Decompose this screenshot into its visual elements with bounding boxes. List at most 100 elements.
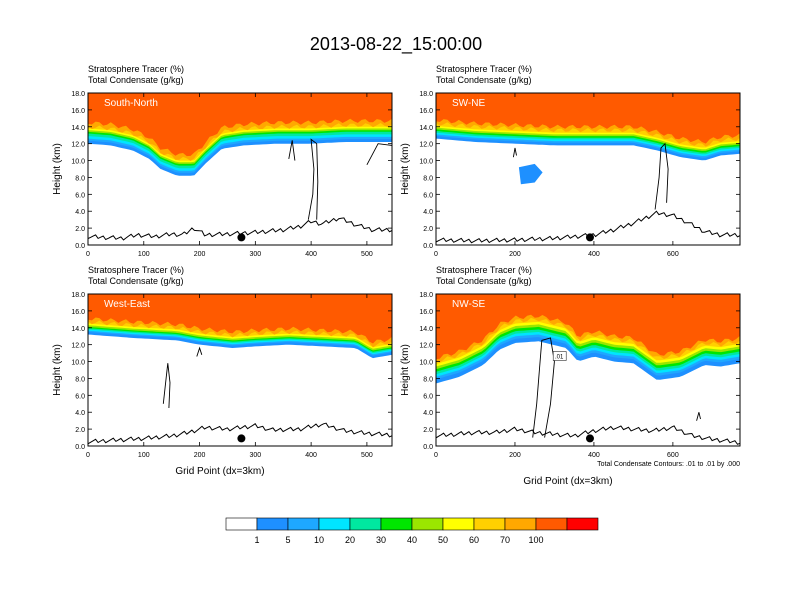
y-tick-label: 14.0 bbox=[71, 326, 85, 333]
plot-area bbox=[88, 93, 392, 245]
y-tick-label: 12.0 bbox=[71, 343, 85, 350]
condensate-contour-0 bbox=[654, 142, 669, 210]
x-tick-label: 500 bbox=[361, 251, 373, 258]
y-axis-label: Height (km) bbox=[400, 143, 411, 195]
panel-label: NW-SE bbox=[452, 299, 485, 310]
plot-area bbox=[88, 294, 392, 446]
y-tick-label: 12.0 bbox=[419, 343, 433, 350]
colorbar-label: 70 bbox=[500, 535, 510, 545]
x-tick-label: 400 bbox=[305, 452, 317, 459]
x-tick-label: 0 bbox=[434, 452, 438, 459]
plot-area bbox=[436, 93, 740, 245]
panel-west-east: West-East Stratosphere Tracer (%)Total Co… bbox=[52, 265, 393, 477]
panel-title-line-1: Total Condensate (g/kg) bbox=[88, 75, 184, 85]
panel-label: West-East bbox=[104, 299, 150, 310]
plot-area bbox=[436, 294, 740, 446]
y-axis-label: Height (km) bbox=[400, 344, 411, 396]
colorbar-label: 20 bbox=[345, 535, 355, 545]
panel-label: SW-NE bbox=[452, 98, 485, 109]
x-tick-label: 400 bbox=[588, 251, 600, 258]
y-axis-label: Height (km) bbox=[52, 344, 63, 396]
colorbar-swatch-9 bbox=[504, 517, 537, 531]
colorbar-label: 10 bbox=[314, 535, 324, 545]
y-tick-label: 0.0 bbox=[423, 444, 433, 451]
y-tick-label: 0.0 bbox=[75, 444, 85, 451]
condensate-contour-0 bbox=[307, 138, 319, 220]
y-tick-label: 8.0 bbox=[423, 376, 433, 383]
colorbar-swatch-8 bbox=[473, 517, 506, 531]
colorbar-swatch-11 bbox=[566, 517, 599, 531]
condensate-contour-1 bbox=[196, 346, 203, 357]
colorbar-swatch-4 bbox=[349, 517, 382, 531]
y-tick-label: 2.0 bbox=[423, 427, 433, 434]
y-tick-label: 14.0 bbox=[419, 125, 433, 132]
x-tick-label: 0 bbox=[434, 251, 438, 258]
y-tick-label: 4.0 bbox=[75, 410, 85, 417]
x-tick-label: 500 bbox=[361, 452, 373, 459]
y-tick-label: 0.0 bbox=[423, 243, 433, 250]
y-tick-label: 2.0 bbox=[75, 226, 85, 233]
tracer-band-10 bbox=[88, 294, 392, 344]
x-tick-label: 200 bbox=[509, 251, 521, 258]
colorbar-swatch-10 bbox=[535, 517, 568, 531]
x-tick-label: 100 bbox=[138, 452, 150, 459]
colorbar-label: 5 bbox=[285, 535, 290, 545]
x-tick-label: 200 bbox=[194, 251, 206, 258]
x-axis-label: Grid Point (dx=3km) bbox=[175, 466, 264, 477]
x-tick-label: 200 bbox=[509, 452, 521, 459]
condensate-contour-0 bbox=[532, 337, 555, 438]
y-tick-label: 2.0 bbox=[75, 427, 85, 434]
colorbar-swatch-2 bbox=[287, 517, 320, 531]
y-tick-label: 10.0 bbox=[419, 159, 433, 166]
y-tick-label: 8.0 bbox=[75, 376, 85, 383]
y-tick-label: 16.0 bbox=[71, 309, 85, 316]
x-tick-label: 0 bbox=[86, 452, 90, 459]
contour-label-box bbox=[552, 351, 567, 361]
terrain-line bbox=[88, 422, 392, 445]
y-tick-label: 18.0 bbox=[71, 91, 85, 98]
y-tick-label: 8.0 bbox=[423, 175, 433, 182]
x-tick-label: 400 bbox=[305, 251, 317, 258]
x-tick-label: 600 bbox=[667, 251, 679, 258]
panel-label: South-North bbox=[104, 98, 158, 109]
location-marker bbox=[237, 233, 246, 242]
y-tick-label: 10.0 bbox=[419, 360, 433, 367]
y-tick-label: 6.0 bbox=[423, 393, 433, 400]
y-tick-label: 12.0 bbox=[71, 142, 85, 149]
panel-title-line-0: Stratosphere Tracer (%) bbox=[88, 265, 184, 275]
x-tick-label: 0 bbox=[86, 251, 90, 258]
plot-frame bbox=[435, 92, 741, 246]
figure-title: 2013-08-22_15:00:00 bbox=[310, 34, 482, 55]
location-marker bbox=[585, 434, 594, 443]
panel-title-line-0: Stratosphere Tracer (%) bbox=[436, 265, 532, 275]
y-tick-label: 6.0 bbox=[75, 393, 85, 400]
colorbar-swatch-3 bbox=[318, 517, 351, 531]
y-tick-label: 18.0 bbox=[419, 91, 433, 98]
y-tick-label: 6.0 bbox=[75, 192, 85, 199]
tracer-blob bbox=[518, 163, 543, 185]
y-tick-label: 14.0 bbox=[419, 326, 433, 333]
colorbar-label: 60 bbox=[469, 535, 479, 545]
condensate-contour-1 bbox=[288, 140, 296, 161]
colorbar-swatch-0 bbox=[225, 517, 258, 531]
y-tick-label: 0.0 bbox=[75, 243, 85, 250]
y-tick-label: 16.0 bbox=[419, 108, 433, 115]
colorbar-label: 100 bbox=[528, 535, 543, 545]
x-tick-label: 400 bbox=[588, 452, 600, 459]
y-tick-label: 10.0 bbox=[71, 360, 85, 367]
y-tick-label: 10.0 bbox=[71, 159, 85, 166]
colorbar-swatch-1 bbox=[256, 517, 289, 531]
tracer-band-10 bbox=[88, 93, 392, 157]
colorbar-swatch-5 bbox=[380, 517, 413, 531]
y-tick-label: 4.0 bbox=[423, 209, 433, 216]
y-tick-label: 4.0 bbox=[423, 410, 433, 417]
y-tick-label: 12.0 bbox=[419, 142, 433, 149]
location-marker bbox=[237, 434, 246, 443]
plot-frame bbox=[87, 293, 393, 447]
y-tick-label: 16.0 bbox=[71, 108, 85, 115]
y-tick-label: 18.0 bbox=[71, 292, 85, 299]
panel-south-north: South-North Stratosphere Tracer (%)Total … bbox=[52, 64, 393, 258]
x-tick-label: 200 bbox=[194, 452, 206, 459]
